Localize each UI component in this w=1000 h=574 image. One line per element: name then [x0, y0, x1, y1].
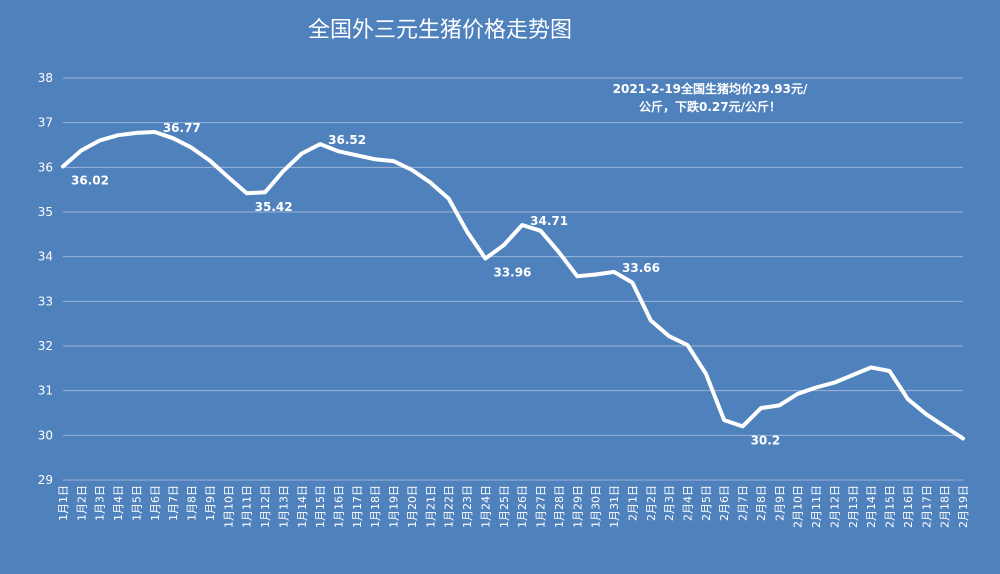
x-tick-label: 2月6日: [718, 485, 731, 521]
y-tick-label: 35: [38, 205, 53, 219]
x-tick-label: 2月3日: [663, 485, 676, 521]
data-label: 36.77: [163, 121, 201, 135]
x-tick-label: 1月21日: [424, 485, 437, 528]
x-tick-label: 1月8日: [186, 485, 199, 521]
x-tick-label: 1月30日: [590, 485, 603, 528]
x-tick-label: 2月13日: [847, 485, 860, 528]
x-tick-label: 1月24日: [479, 485, 492, 528]
x-tick-label: 1月13日: [277, 485, 290, 528]
x-tick-label: 1月19日: [388, 485, 401, 528]
x-tick-label: 1月17日: [351, 485, 364, 528]
data-label: 33.96: [493, 265, 531, 279]
annotation-line-2: 公斤，下跌0.27元/公斤！: [639, 99, 781, 114]
y-tick-label: 34: [38, 250, 53, 264]
x-tick-label: 1月31日: [608, 485, 621, 528]
x-tick-label: 1月12日: [259, 485, 272, 528]
x-tick-label: 2月15日: [884, 485, 897, 528]
x-tick-label: 1月3日: [94, 485, 107, 521]
x-tick-label: 1月26日: [516, 485, 529, 528]
x-tick-label: 1月11日: [241, 485, 254, 528]
x-tick-label: 1月7日: [167, 485, 180, 521]
data-labels: 36.02 36.77 35.42 36.52 33.96 34.71 33.66 30.2: [71, 121, 780, 447]
x-tick-label: 1月25日: [498, 485, 511, 528]
x-tick-label: 2月2日: [645, 485, 658, 521]
x-tick-label: 1月22日: [443, 485, 456, 528]
x-tick-label: 1月15日: [314, 485, 327, 528]
x-tick-label: 1月4日: [112, 485, 125, 521]
y-gridlines: [63, 77, 963, 481]
x-tick-label: 2月8日: [755, 485, 768, 521]
data-label: 30.2: [751, 433, 781, 447]
x-tick-label: 1月6日: [149, 485, 162, 521]
y-axis-ticks: 29 30 31 32 33 34 35 36 37 38: [38, 71, 53, 487]
y-tick-label: 37: [38, 116, 53, 130]
x-tick-label: 1月23日: [461, 485, 474, 528]
x-tick-label: 2月14日: [865, 485, 878, 528]
x-tick-label: 2月12日: [828, 485, 841, 528]
x-tick-label: 1月29日: [571, 485, 584, 528]
x-tick-label: 1月2日: [75, 485, 88, 521]
drop-lines: [62, 132, 964, 480]
x-tick-label: 2月10日: [792, 485, 805, 528]
x-axis-ticks: 1月1日 1月2日 1月3日 1月4日 1月5日 1月6日 1月7日 1月8日 1月9日 1月10…: [57, 485, 970, 528]
x-tick-label: 1月20日: [406, 485, 419, 528]
x-tick-label: 1月1日: [57, 485, 70, 521]
x-tick-label: 2月19日: [957, 485, 970, 528]
data-label: 35.42: [255, 200, 293, 214]
x-tick-label: 1月28日: [553, 485, 566, 528]
x-tick-label: 2月4日: [681, 485, 694, 521]
y-tick-label: 32: [38, 339, 53, 353]
x-tick-label: 1月5日: [130, 485, 143, 521]
x-tick-label: 1月27日: [535, 485, 548, 528]
data-label: 36.02: [71, 173, 109, 187]
x-tick-label: 2月5日: [700, 485, 713, 521]
data-label: 33.66: [622, 261, 660, 275]
data-label: 36.52: [328, 133, 366, 147]
x-tick-label: 1月9日: [204, 485, 217, 521]
y-tick-label: 30: [38, 428, 53, 442]
price-series-line: [61, 130, 965, 441]
x-tick-label: 1月18日: [369, 485, 382, 528]
x-tick-label: 2月11日: [810, 485, 823, 528]
x-tick-label: 2月17日: [920, 485, 933, 528]
y-tick-label: 29: [38, 473, 53, 487]
x-tick-label: 1月10日: [222, 485, 235, 528]
y-tick-label: 36: [38, 160, 53, 174]
y-tick-label: 33: [38, 294, 53, 308]
y-tick-label: 38: [38, 71, 53, 85]
x-tick-label: 2月9日: [773, 485, 786, 521]
annotation-line-1: 2021-2-19全国生猪均价29.93元/: [613, 81, 808, 96]
x-tick-label: 2月16日: [902, 485, 915, 528]
chart-title: 全国外三元生猪价格走势图: [308, 18, 572, 43]
y-tick-label: 31: [38, 384, 53, 398]
x-tick-label: 1月14日: [296, 485, 309, 528]
x-tick-label: 2月7日: [737, 485, 750, 521]
x-tick-label: 2月18日: [939, 485, 952, 528]
data-label: 34.71: [530, 214, 568, 228]
x-tick-label: 2月1日: [626, 485, 639, 521]
x-tick-label: 1月16日: [333, 485, 346, 528]
